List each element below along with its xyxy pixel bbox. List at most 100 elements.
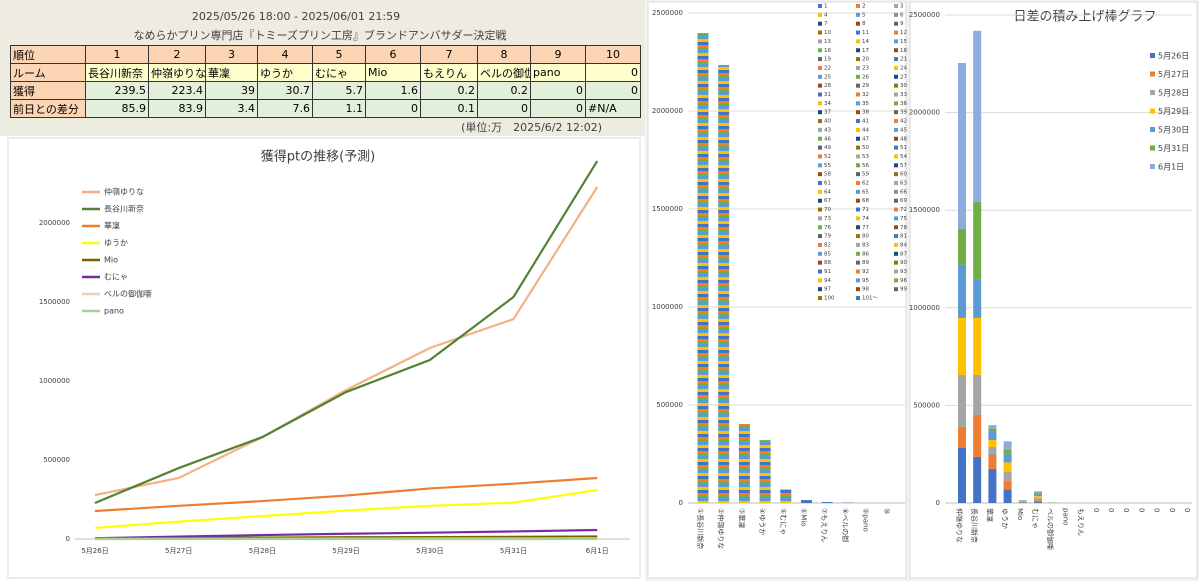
legend-label: 17 xyxy=(862,48,869,54)
bar-segment xyxy=(1003,462,1012,472)
table-cell: 1.1 xyxy=(312,99,366,118)
legend-label: 41 xyxy=(862,119,869,125)
table-cell: 5.7 xyxy=(312,81,366,100)
legend-label: 88 xyxy=(824,260,831,266)
table-cell: 0.1 xyxy=(420,99,478,118)
legend-swatch xyxy=(856,110,860,115)
legend-swatch xyxy=(818,92,822,97)
legend-label: 65 xyxy=(862,189,869,195)
legend-swatch xyxy=(1150,71,1155,77)
y-tick-label: 0 xyxy=(679,499,683,507)
legend-label: 14 xyxy=(862,39,869,45)
date-range: 2025/05/26 18:00 - 2025/06/01 21:59 xyxy=(192,10,400,23)
legend-swatch xyxy=(856,251,860,256)
legend-label: 54 xyxy=(900,154,907,160)
bar-segment xyxy=(988,429,997,432)
legend-label: 83 xyxy=(862,242,869,248)
legend-label: 37 xyxy=(824,110,831,116)
legend-swatch xyxy=(894,163,898,168)
legend-label: 89 xyxy=(862,260,869,266)
legend-swatch xyxy=(1150,108,1155,114)
table-cell: 30.7 xyxy=(257,81,313,100)
legend-label: 74 xyxy=(862,216,869,222)
table-cell: 順位 xyxy=(10,45,86,64)
table-cell: 239.5 xyxy=(85,81,149,100)
table-cell: Mio xyxy=(365,63,421,82)
y-tick-label: 0 xyxy=(66,535,70,543)
x-tick-label: 5月31日 xyxy=(500,547,527,555)
table-cell: 39 xyxy=(205,81,258,100)
legend-swatch xyxy=(818,145,822,150)
legend-swatch xyxy=(818,278,822,283)
legend-label: 38 xyxy=(862,110,869,116)
legend-swatch xyxy=(818,163,822,168)
legend-label: 11 xyxy=(862,30,869,36)
legend-swatch xyxy=(894,225,898,230)
bar-segment xyxy=(1003,480,1012,490)
legend-label: 55 xyxy=(824,163,831,169)
legend-swatch xyxy=(894,12,898,17)
legend-label: 5月28日 xyxy=(1158,89,1189,98)
table-cell: 0 xyxy=(585,63,641,82)
legend-label: 87 xyxy=(900,251,907,257)
bar-segment xyxy=(973,456,982,503)
bar xyxy=(801,500,812,503)
table-cell: 華凜 xyxy=(205,63,258,82)
legend-label: 25 xyxy=(824,74,831,80)
line-series xyxy=(94,488,598,530)
legend-swatch xyxy=(894,145,898,150)
legend-label: 42 xyxy=(900,119,907,125)
bar xyxy=(759,440,771,503)
line-series xyxy=(94,186,599,497)
legend-label: 5月29日 xyxy=(1158,107,1189,116)
table-cell: ルーム xyxy=(10,63,86,82)
legend-swatch xyxy=(856,198,860,203)
table-cell: 7 xyxy=(420,45,478,64)
legend-label: 5 xyxy=(862,12,866,18)
bar-segment xyxy=(1034,491,1042,494)
legend-swatch xyxy=(856,242,860,247)
chart-area xyxy=(909,1,1198,579)
bar-segment xyxy=(1034,502,1042,503)
legend-label: 75 xyxy=(900,216,907,222)
bar-segment xyxy=(1003,449,1012,455)
legend-label: 98 xyxy=(862,287,869,293)
legend-swatch xyxy=(894,48,898,53)
y-tick-label: 2500000 xyxy=(652,9,683,17)
legend-label: 29 xyxy=(862,83,869,89)
legend-swatch xyxy=(856,216,860,221)
table-row: ルーム長谷川新奈仲嶺ゆりな華凜ゆうかむにゃMioもえりんベルの御伽噺pano0 xyxy=(10,63,641,82)
table-cell: 2 xyxy=(148,45,206,64)
legend-swatch xyxy=(894,172,898,177)
legend-label: 43 xyxy=(824,127,831,133)
legend-swatch xyxy=(818,127,822,132)
legend-label: 5月30日 xyxy=(1158,126,1189,135)
table-row: 前日との差分 85.9 83.9 3.4 7.6 1.1 0 0.1 0 0 #N/A xyxy=(10,99,641,118)
legend-label: 3 xyxy=(900,4,904,10)
legend-swatch xyxy=(818,260,822,265)
legend-swatch xyxy=(894,101,898,106)
table-cell: 0 xyxy=(365,99,421,118)
legend-label: 24 xyxy=(900,65,907,71)
table-cell: ゆうか xyxy=(257,63,313,82)
legend-label: 56 xyxy=(862,163,869,169)
bar-segment xyxy=(973,279,982,318)
sheet-title: なめらかプリン専門店『トミーズプリン工房』ブランドアンバサダー決定戦 xyxy=(133,28,506,42)
legend-label: 52 xyxy=(824,154,831,160)
bar-segment xyxy=(988,439,997,447)
legend-swatch xyxy=(818,251,822,256)
legend-label: 長谷川新奈 xyxy=(104,204,144,214)
legend-label: 71 xyxy=(862,207,869,213)
bar-segment xyxy=(973,201,982,280)
legend-swatch xyxy=(856,269,860,274)
x-tick-label: ベルの御伽噺 xyxy=(1046,508,1055,550)
line-series xyxy=(94,528,598,540)
legend-swatch xyxy=(894,4,898,8)
legend-label: 13 xyxy=(824,39,831,45)
x-tick-label: ④ゆうか xyxy=(758,508,766,535)
table-row: 順位 1 2 3 4 5 6 7 8 9 10 xyxy=(10,45,641,64)
legend-swatch xyxy=(818,189,822,194)
legend-label: 30 xyxy=(900,83,907,89)
legend-swatch xyxy=(894,198,898,203)
bar-segment xyxy=(1003,471,1012,481)
